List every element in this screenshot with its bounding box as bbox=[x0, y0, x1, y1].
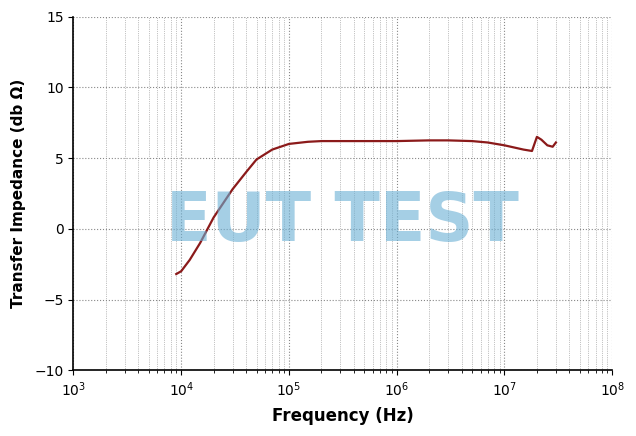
Text: EUT TEST: EUT TEST bbox=[167, 189, 519, 255]
X-axis label: Frequency (Hz): Frequency (Hz) bbox=[272, 407, 413, 425]
Y-axis label: Transfer Impedance (db Ω): Transfer Impedance (db Ω) bbox=[11, 79, 26, 308]
